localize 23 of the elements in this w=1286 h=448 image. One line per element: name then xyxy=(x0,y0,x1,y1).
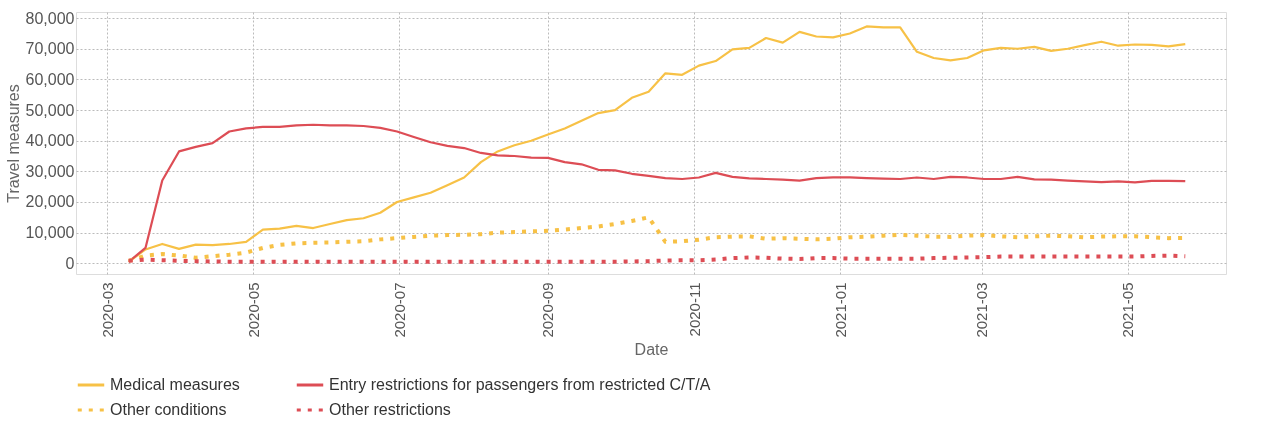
y-tick-label: 20,000 xyxy=(25,193,75,211)
legend-label: Other conditions xyxy=(110,401,227,418)
x-tick-label: 2020-07 xyxy=(390,282,408,338)
y-tick-label: 30,000 xyxy=(25,162,75,180)
x-tick-label: 2021-03 xyxy=(973,282,991,338)
legend-label: Other restrictions xyxy=(329,401,451,418)
y-tick-label: 40,000 xyxy=(25,132,75,150)
legend-label: Medical measures xyxy=(110,376,240,393)
y-axis-title: Travel measures xyxy=(4,84,22,203)
x-tick-label: 2021-01 xyxy=(831,282,849,338)
legend-label: Entry restrictions for passengers from restricted C/T/A xyxy=(329,376,711,393)
y-tick-label: 60,000 xyxy=(25,70,75,88)
x-tick-label: 2020-11 xyxy=(685,282,703,337)
x-tick-label: 2020-05 xyxy=(244,282,262,338)
y-tick-label: 80,000 xyxy=(25,9,75,27)
y-tick-label: 0 xyxy=(65,254,75,272)
x-tick-label: 2020-03 xyxy=(98,282,116,338)
y-tick-label: 10,000 xyxy=(25,224,75,242)
x-axis-title: Date xyxy=(634,340,669,358)
y-tick-label: 70,000 xyxy=(25,40,75,58)
y-tick-label: 50,000 xyxy=(25,101,75,119)
x-tick-label: 2021-05 xyxy=(1119,282,1137,338)
x-tick-label: 2020-09 xyxy=(539,282,557,338)
